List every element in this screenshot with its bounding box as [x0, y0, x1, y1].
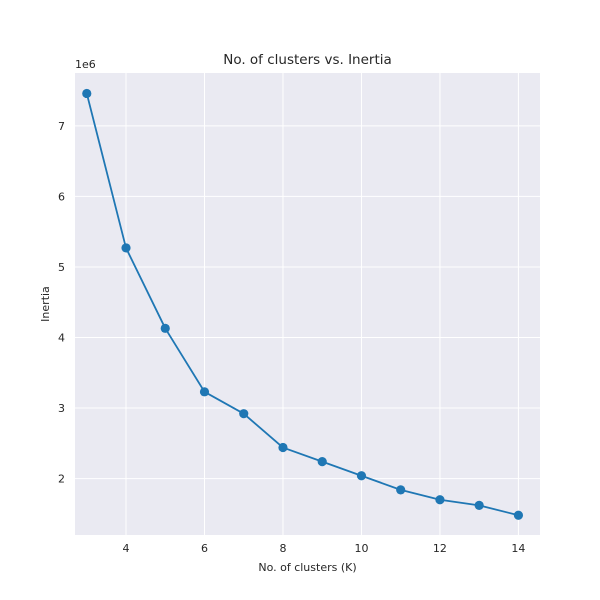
y-tick-label: 5 [58, 261, 65, 274]
data-point [121, 243, 131, 253]
data-point [513, 510, 524, 520]
x-tick-label: 4 [123, 542, 130, 555]
x-tick-label: 10 [354, 542, 368, 555]
y-tick-label: 3 [58, 402, 65, 415]
data-point [239, 409, 249, 419]
data-point [317, 457, 327, 467]
y-axis-label: Inertia [39, 286, 52, 322]
data-point [356, 471, 367, 481]
grid-lines [75, 73, 540, 535]
plot-area [75, 73, 540, 535]
series [82, 88, 524, 520]
y-offset-label: 1e6 [75, 58, 96, 71]
data-point [435, 495, 445, 505]
series-line [85, 93, 519, 517]
data-point [278, 442, 288, 453]
data-point [474, 500, 484, 510]
data-point [199, 387, 210, 397]
y-tick-label: 7 [58, 120, 65, 133]
y-tick-label: 2 [58, 473, 65, 486]
data-point [160, 323, 170, 333]
x-tick-label: 12 [433, 542, 447, 555]
data-point [396, 485, 406, 495]
y-tick-label: 4 [58, 332, 65, 345]
x-tick-label: 8 [279, 542, 286, 555]
x-axis-label: No. of clusters (K) [258, 561, 356, 574]
data-point [82, 88, 92, 99]
tick-labels: 4 6 8 10 12 14 2 3 4 5 6 7 [58, 120, 525, 555]
chart-title: No. of clusters vs. Inertia [223, 52, 392, 68]
y-tick-label: 6 [58, 190, 65, 203]
x-tick-label: 14 [511, 542, 525, 555]
x-tick-label: 6 [201, 542, 208, 555]
